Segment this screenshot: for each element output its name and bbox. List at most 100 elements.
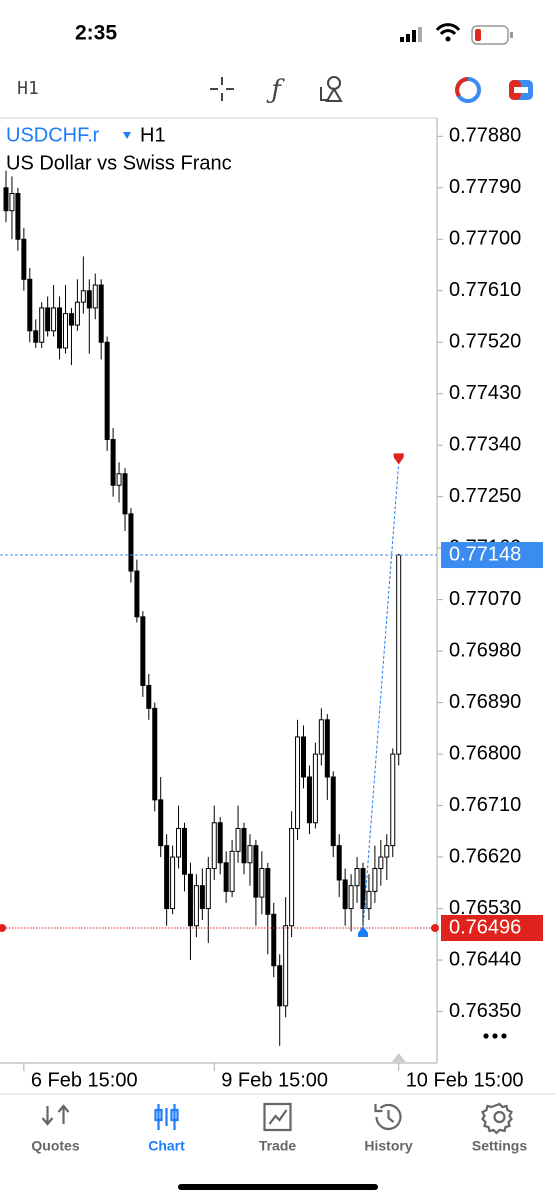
candle-body	[176, 827, 182, 858]
candle-body	[259, 868, 265, 898]
candle-body	[116, 473, 122, 486]
candle-body	[295, 736, 301, 829]
candle-body	[223, 862, 229, 892]
candle-body	[235, 827, 241, 852]
candle-body	[372, 868, 378, 892]
tab-icon[interactable]	[374, 1103, 402, 1130]
candle-body	[51, 307, 57, 332]
candle-body	[80, 290, 86, 303]
candle-body	[318, 719, 324, 755]
candle-body	[199, 885, 205, 910]
tab-bar: Quotes Chart Trade History Settings	[31, 1102, 527, 1154]
home-indicator	[178, 1184, 378, 1190]
tab-label[interactable]: History	[364, 1138, 412, 1154]
y-tick-label: 0.77700	[449, 228, 521, 250]
candle-body	[193, 885, 199, 927]
candle-body	[3, 187, 9, 212]
y-tick-label: 0.76620	[449, 845, 521, 867]
candle-body	[45, 307, 51, 332]
objects-button[interactable]	[320, 76, 343, 102]
candle-body	[134, 570, 140, 618]
candle-body	[283, 925, 289, 1007]
candle-body	[217, 822, 223, 864]
candle-body	[360, 868, 366, 910]
account-button[interactable]	[455, 77, 481, 103]
candle-body	[21, 238, 27, 280]
candle-body	[271, 913, 277, 967]
candle-body	[164, 845, 170, 910]
y-tick-label: 0.76890	[449, 691, 521, 713]
price-badge	[441, 542, 543, 569]
candle-body	[241, 827, 247, 864]
tab-icon[interactable]	[41, 1104, 70, 1126]
candle-body	[39, 307, 45, 343]
candle-body	[57, 307, 63, 349]
trade-exit-arrow	[393, 453, 404, 465]
candle-body	[86, 290, 92, 309]
candle-body	[336, 845, 342, 881]
tab-label[interactable]: Chart	[148, 1138, 185, 1154]
candle-body	[205, 868, 211, 910]
tab-icon[interactable]	[481, 1102, 513, 1135]
y-tick-label: 0.76980	[449, 639, 521, 661]
y-tick-label: 0.77250	[449, 485, 521, 507]
candle-body	[187, 873, 193, 927]
tab-label[interactable]: Settings	[472, 1138, 527, 1154]
candle-body	[92, 284, 98, 309]
candle-body	[182, 827, 187, 875]
candle-body	[152, 707, 158, 801]
candle-body	[390, 753, 396, 847]
y-tick-label: 0.76350	[449, 1000, 521, 1022]
candle-body	[324, 719, 330, 778]
candle-body	[253, 845, 259, 898]
candle-body	[98, 284, 104, 343]
candle-body	[9, 193, 15, 212]
y-tick-label: 0.77340	[449, 433, 521, 455]
scroll-marker	[391, 1053, 406, 1062]
symbol-dropdown[interactable]	[123, 132, 131, 139]
more-button[interactable]	[483, 1033, 507, 1039]
y-tick-label: 0.76440	[449, 948, 521, 970]
tab-label[interactable]: Trade	[259, 1138, 297, 1154]
candle-body	[128, 513, 134, 572]
symbol-description: US Dollar vs Swiss Franc	[6, 152, 232, 174]
x-tick-label: 6 Feb 15:00	[31, 1069, 138, 1091]
crosshair-button[interactable]	[210, 77, 234, 101]
x-tick-label: 10 Feb 15:00	[406, 1069, 524, 1091]
y-tick-label: 0.77520	[449, 331, 521, 353]
timeframe-button[interactable]: H1	[17, 78, 39, 99]
candle-body	[312, 753, 318, 824]
trade-button[interactable]	[509, 80, 533, 100]
indicators-button[interactable]: ƒ	[266, 75, 285, 105]
candle-body	[289, 827, 295, 927]
y-tick-label: 0.76800	[449, 742, 521, 764]
candle-body	[110, 438, 116, 486]
candle-body	[384, 845, 390, 858]
candle-body	[306, 776, 312, 824]
y-tick-label: 0.77790	[449, 176, 521, 198]
tab-label[interactable]: Quotes	[31, 1138, 79, 1154]
candle-body	[122, 473, 128, 515]
candle-body	[229, 850, 235, 892]
tab-icon[interactable]	[154, 1104, 179, 1130]
trade-line	[362, 462, 400, 929]
candle-body	[247, 845, 253, 864]
tab-icon[interactable]	[263, 1102, 292, 1132]
price-badge-label: 0.77148	[449, 543, 521, 565]
candle-body	[265, 868, 271, 915]
symbol[interactable]: USDCHF.r	[6, 124, 100, 146]
candle-body	[104, 341, 110, 440]
price-badge	[441, 915, 543, 941]
trade-entry-arrow	[358, 926, 368, 937]
candle-body	[15, 193, 21, 240]
candle-body	[342, 879, 348, 910]
y-tick-label: 0.77610	[449, 279, 521, 301]
candle-body	[63, 313, 68, 349]
candle-body	[146, 684, 152, 709]
candle-body	[33, 330, 39, 343]
candle-body	[366, 890, 372, 910]
status-time: 2:35	[75, 22, 117, 45]
candle-body	[74, 301, 80, 326]
